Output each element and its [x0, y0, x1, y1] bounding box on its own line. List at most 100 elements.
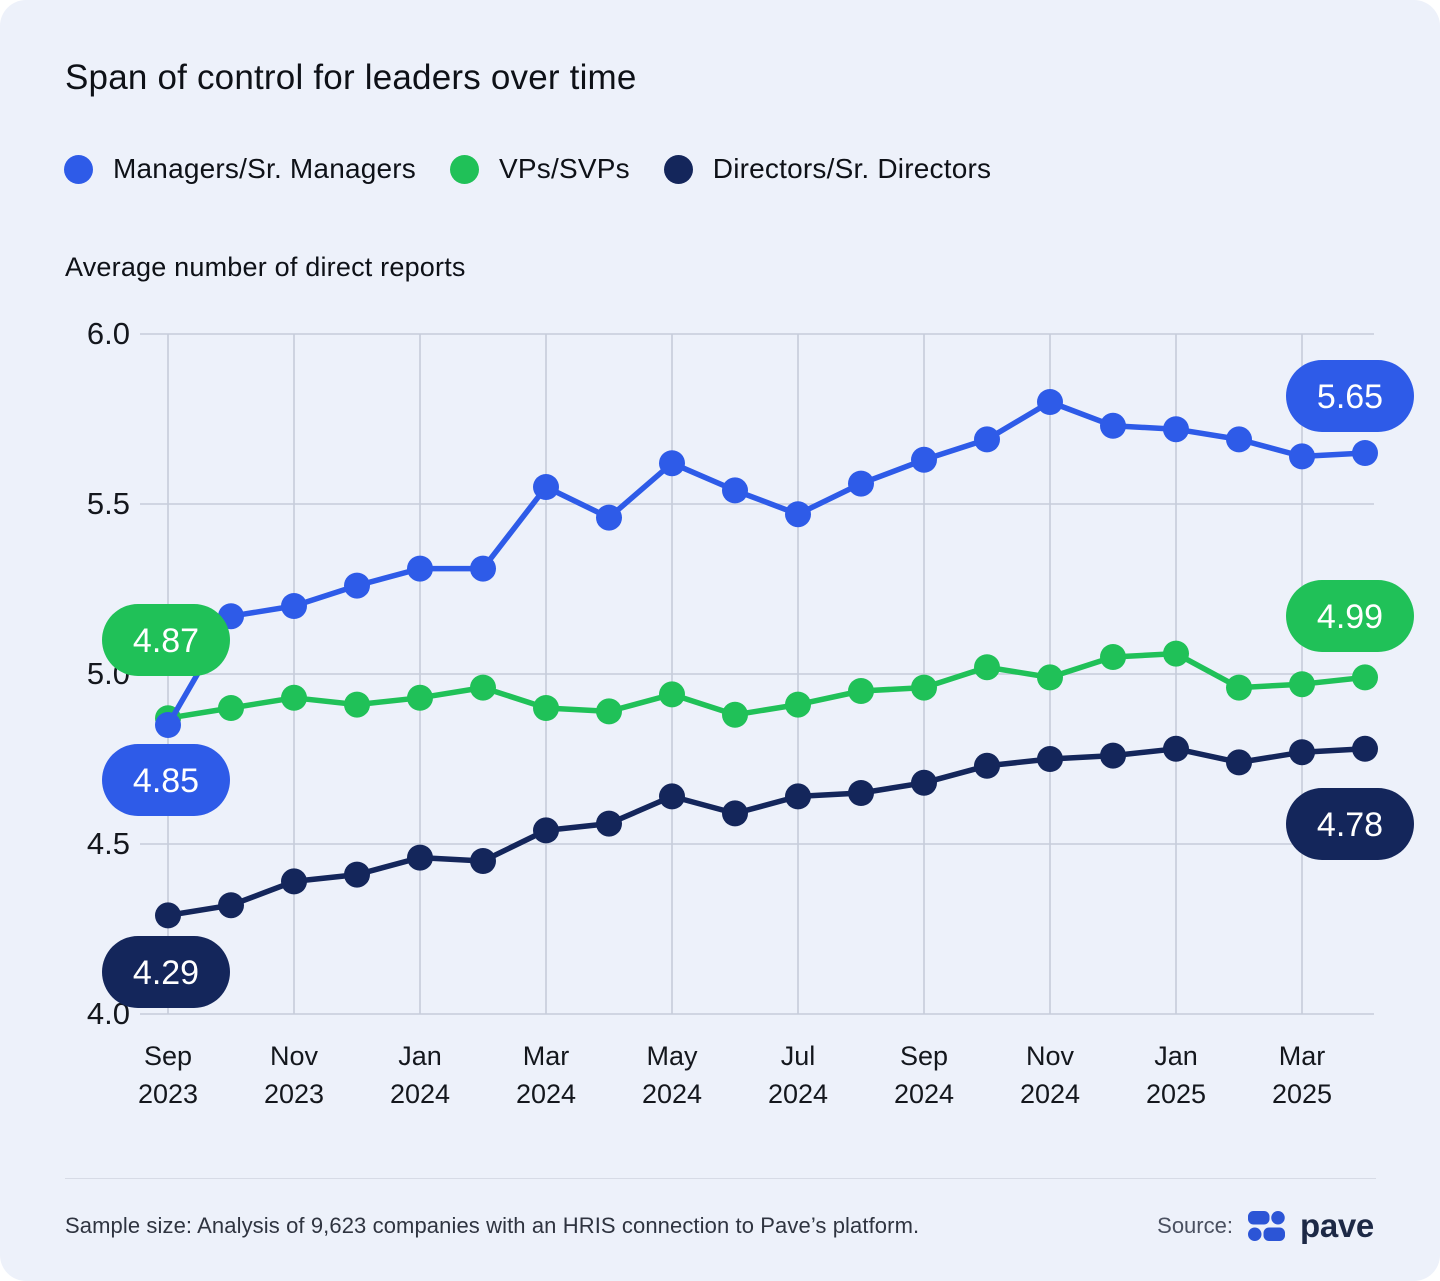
- x-tick-year: 2023: [138, 1079, 198, 1109]
- data-point: [1289, 671, 1315, 698]
- y-tick-label: 6.0: [87, 316, 130, 351]
- value-pill: [1286, 360, 1414, 432]
- data-point: [407, 684, 433, 711]
- data-point: [659, 681, 685, 708]
- data-point: [470, 848, 496, 874]
- x-tick-month: May: [646, 1041, 698, 1071]
- x-tick-year: 2024: [516, 1079, 576, 1109]
- value-pill-label: 4.87: [133, 622, 199, 660]
- data-point: [1037, 389, 1063, 415]
- data-point: [407, 844, 433, 871]
- data-point: [281, 868, 307, 895]
- x-tick-year: 2024: [768, 1079, 828, 1109]
- data-point: [596, 504, 622, 531]
- value-pill-label: 5.65: [1317, 378, 1383, 416]
- value-pill-label: 4.78: [1317, 806, 1383, 844]
- data-point: [911, 446, 937, 473]
- data-point: [344, 572, 370, 599]
- x-tick-year: 2023: [264, 1079, 324, 1109]
- series-line-2: [165, 746, 1368, 919]
- data-point: [344, 691, 370, 718]
- source-attribution: Source: pave: [1157, 1207, 1374, 1245]
- data-point: [1226, 426, 1252, 453]
- data-point: [722, 701, 748, 728]
- value-pill: [102, 936, 230, 1008]
- value-pill: [102, 744, 230, 816]
- data-point: [155, 712, 181, 738]
- legend: Managers/Sr. Managers VPs/SVPs Directors…: [64, 153, 991, 185]
- y-tick-label: 4.5: [87, 826, 130, 861]
- data-point: [848, 780, 874, 806]
- x-tick-month: Jul: [781, 1041, 816, 1071]
- data-point: [407, 555, 433, 582]
- vps-series-dot-icon: [450, 154, 480, 184]
- legend-label-vps: VPs/SVPs: [499, 153, 630, 184]
- series-line-0: [165, 399, 1368, 728]
- data-point: [1037, 664, 1063, 691]
- y-axis-title: Average number of direct reports: [65, 252, 466, 282]
- data-point: [1163, 640, 1189, 667]
- footer: Sample size: Analysis of 9,623 companies…: [65, 1200, 1374, 1252]
- footer-divider: [65, 1178, 1376, 1179]
- managers-series-dot-icon: [64, 154, 93, 184]
- data-point: [722, 477, 748, 504]
- data-point: [533, 817, 559, 844]
- value-pill-label: 4.99: [1317, 598, 1383, 636]
- value-pill: [1286, 580, 1414, 652]
- data-point: [596, 810, 622, 837]
- data-point: [974, 426, 1000, 453]
- data-point: [1352, 664, 1378, 691]
- data-point: [1226, 749, 1252, 776]
- x-tick-year: 2024: [390, 1079, 450, 1109]
- data-point: [1226, 674, 1252, 701]
- value-pill: [1286, 788, 1414, 860]
- data-point: [785, 783, 811, 810]
- data-point: [659, 783, 685, 810]
- data-point: [533, 695, 559, 721]
- data-point: [911, 674, 937, 701]
- legend-item-managers: Managers/Sr. Managers: [64, 153, 416, 185]
- pave-logo-icon: [1247, 1211, 1285, 1241]
- x-tick-month: Sep: [900, 1041, 948, 1071]
- value-pill: [102, 604, 230, 676]
- legend-label-directors: Directors/Sr. Directors: [712, 153, 992, 184]
- x-tick-year: 2024: [894, 1079, 954, 1109]
- data-point: [1100, 742, 1126, 769]
- data-point: [1352, 440, 1378, 466]
- x-tick-year: 2025: [1272, 1079, 1332, 1109]
- data-point: [218, 695, 244, 721]
- brand-wordmark: pave: [1299, 1207, 1374, 1244]
- data-point: [533, 474, 559, 500]
- data-point: [722, 800, 748, 827]
- sample-size-note: Sample size: Analysis of 9,623 companies…: [65, 1213, 920, 1238]
- data-point: [911, 769, 937, 796]
- data-point: [785, 691, 811, 718]
- data-point: [155, 902, 181, 929]
- data-point: [470, 555, 496, 582]
- legend-label-managers: Managers/Sr. Managers: [113, 153, 417, 184]
- data-point: [1289, 739, 1315, 766]
- legend-item-directors: Directors/Sr. Directors: [663, 153, 992, 185]
- data-point: [470, 674, 496, 701]
- data-point: [281, 593, 307, 619]
- value-pill-label: 4.29: [133, 954, 199, 992]
- x-tick-month: Jan: [1154, 1041, 1198, 1071]
- x-tick-year: 2024: [642, 1079, 702, 1109]
- data-point: [848, 678, 874, 704]
- y-tick-label: 5.5: [87, 486, 130, 521]
- data-point: [785, 501, 811, 528]
- data-point: [1163, 416, 1189, 443]
- data-point: [1100, 412, 1126, 439]
- data-point: [974, 654, 1000, 681]
- data-point: [974, 752, 1000, 779]
- data-point: [1037, 746, 1063, 772]
- data-point: [281, 684, 307, 711]
- x-tick-month: Nov: [270, 1041, 319, 1071]
- directors-series-dot-icon: [663, 154, 693, 184]
- value-pill-label: 4.85: [133, 762, 199, 800]
- x-tick-month: Jan: [398, 1041, 442, 1071]
- x-tick-year: 2024: [1020, 1079, 1080, 1109]
- x-tick-month: Mar: [1279, 1041, 1326, 1071]
